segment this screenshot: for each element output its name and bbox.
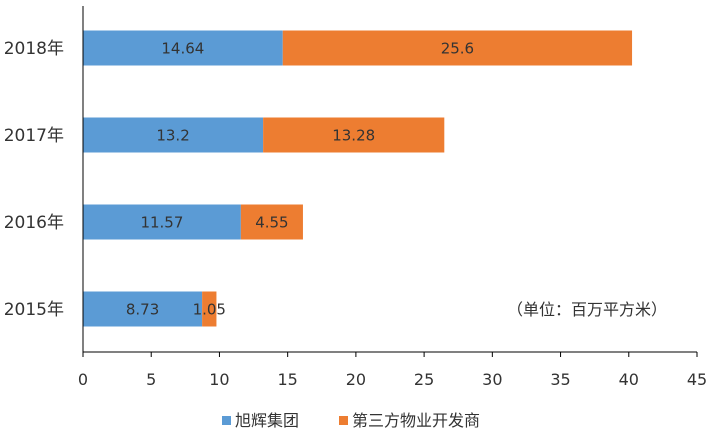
data-label: 8.73 — [126, 301, 159, 319]
bar-segment-1-row-3 — [83, 204, 241, 240]
bar-segment-1-row-1 — [83, 30, 283, 66]
bar-segment-2-row-1 — [282, 30, 633, 66]
data-labels-group: 14.64 25.6 13.2 13.28 11.57 4.55 8.73 1.05 — [126, 40, 474, 319]
x-tick-label: 10 — [209, 370, 229, 389]
bar-segment-1-row-4 — [83, 291, 203, 327]
x-tick-label: 20 — [346, 370, 366, 389]
x-tick-label: 40 — [619, 370, 639, 389]
x-axis: 0 5 10 15 20 25 30 35 40 45 — [78, 6, 707, 389]
legend-swatch-1 — [222, 416, 231, 425]
bar-segment-2-row-3 — [240, 204, 303, 240]
bar-segment-2-row-4 — [202, 291, 217, 327]
data-label: 11.57 — [140, 214, 183, 232]
legend-swatch-2 — [339, 416, 348, 425]
data-label: 13.2 — [156, 127, 189, 145]
bar-segment-2-row-2 — [263, 117, 445, 153]
category-labels-group: 2018年 2017年 2016年 2015年 — [4, 39, 64, 320]
data-label: 25.6 — [441, 40, 474, 58]
category-label: 2016年 — [4, 213, 64, 233]
x-tick-label: 45 — [687, 370, 707, 389]
x-tick-label: 35 — [550, 370, 570, 389]
category-label: 2017年 — [4, 126, 64, 146]
x-tick-label: 5 — [146, 370, 156, 389]
bars-group — [83, 30, 633, 327]
x-tick-label: 25 — [414, 370, 434, 389]
category-label: 2015年 — [4, 300, 64, 320]
data-label: 13.28 — [332, 127, 375, 145]
data-label: 4.55 — [255, 214, 288, 232]
legend: 旭辉集团 第三方物业开发商 — [222, 411, 480, 430]
category-label: 2018年 — [4, 39, 64, 59]
data-label: 14.64 — [161, 40, 204, 58]
data-label: 1.05 — [193, 301, 226, 319]
x-tick-label: 15 — [277, 370, 297, 389]
legend-label-2: 第三方物业开发商 — [352, 411, 480, 430]
bar-segment-1-row-2 — [83, 117, 264, 153]
legend-label-1: 旭辉集团 — [235, 411, 299, 430]
x-tick-label: 30 — [482, 370, 502, 389]
x-tick-label: 0 — [78, 370, 88, 389]
unit-note: （单位：百万平方米） — [507, 300, 667, 319]
